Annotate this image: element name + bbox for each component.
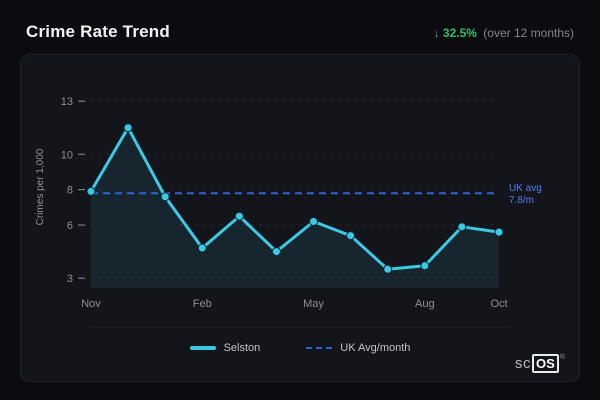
svg-text:Feb: Feb	[193, 298, 212, 310]
logo-box: OS	[532, 354, 559, 373]
svg-text:10: 10	[61, 149, 73, 161]
scos-logo: sc OS ®	[515, 354, 565, 373]
svg-text:Crimes per 1,000: Crimes per 1,000	[35, 148, 46, 225]
chart-card: 13 10 8 6 3 Nov Feb May Aug Oct UK avg 7.8/m Crimes …	[20, 54, 580, 382]
page-title: Crime Rate Trend	[26, 22, 170, 41]
svg-text:3: 3	[67, 273, 73, 285]
svg-text:May: May	[303, 298, 324, 310]
legend-item-uk-avg[interactable]: UK Avg/month	[306, 342, 410, 354]
legend-label: Selston	[223, 341, 261, 354]
svg-text:Aug: Aug	[415, 298, 435, 310]
svg-text:Nov: Nov	[81, 298, 101, 310]
svg-text:6: 6	[67, 220, 73, 232]
svg-text:13: 13	[61, 96, 73, 108]
chart-legend: Selston UK Avg/month	[89, 327, 511, 367]
registered-mark: ®	[559, 354, 565, 361]
trend-stat: ↓ 32.5% (over 12 months)	[434, 26, 574, 40]
trend-percent: 32.5%	[442, 26, 477, 40]
chart-area: 13 10 8 6 3 Nov Feb May Aug Oct UK avg 7.8/m Crimes …	[29, 69, 573, 321]
page-header: Crime Rate Trend ↓ 32.5% (over 12 months…	[20, 18, 580, 54]
line-swatch-icon	[189, 345, 216, 350]
legend-item-selston[interactable]: Selston	[189, 341, 261, 354]
down-arrow-icon: ↓	[433, 26, 440, 40]
svg-text:7.8/m: 7.8/m	[509, 195, 534, 206]
legend-label: UK Avg/month	[340, 341, 411, 354]
trend-note: (over 12 months)	[483, 26, 574, 40]
svg-text:8: 8	[67, 185, 73, 197]
dashed-swatch-icon	[306, 346, 333, 349]
logo-prefix: sc	[515, 355, 532, 372]
svg-text:UK avg: UK avg	[509, 183, 542, 194]
svg-text:Oct: Oct	[490, 298, 507, 310]
